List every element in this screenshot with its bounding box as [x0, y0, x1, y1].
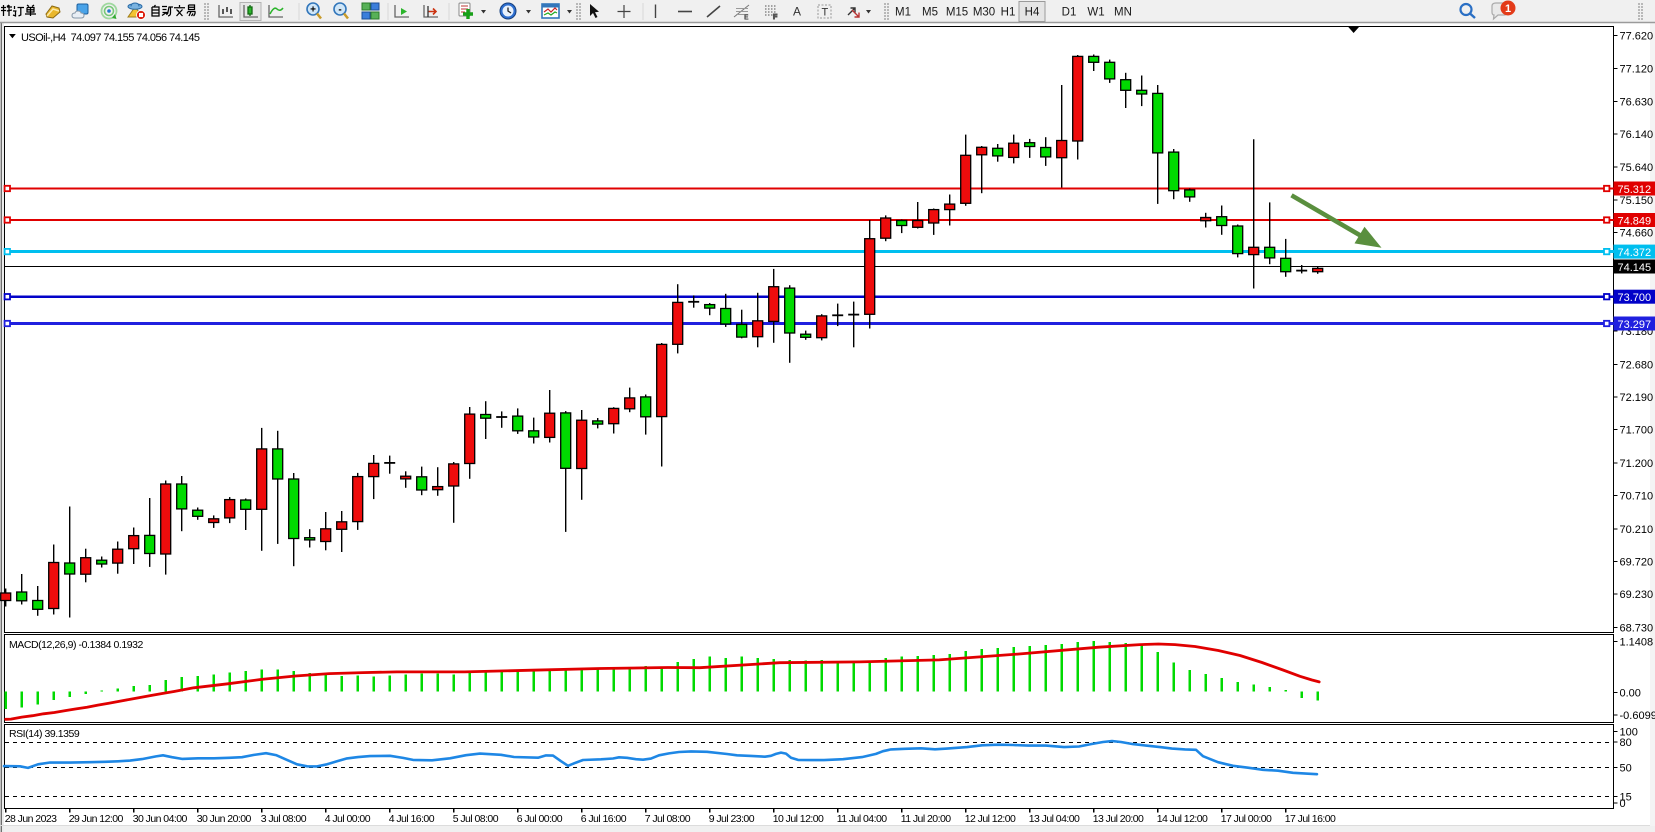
svg-text:12 Jul 12:00: 12 Jul 12:00	[965, 813, 1016, 825]
svg-text:77.620: 77.620	[1620, 30, 1654, 42]
svg-text:73.297: 73.297	[1618, 319, 1652, 331]
svg-text:USOil-,H4 74.097 74.155 74.05: USOil-,H4 74.097 74.155 74.056 74.145	[21, 32, 200, 44]
svg-text:3 Jul 08:00: 3 Jul 08:00	[261, 813, 307, 825]
svg-text:11 Jul 20:00: 11 Jul 20:00	[901, 813, 952, 825]
svg-text:+: +	[310, 5, 316, 16]
svg-text:74.849: 74.849	[1618, 216, 1652, 228]
svg-text:72.680: 72.680	[1620, 359, 1654, 371]
svg-text:1.1408: 1.1408	[1620, 636, 1654, 648]
svg-text:100: 100	[1620, 727, 1638, 739]
svg-text:28 Jun 2023: 28 Jun 2023	[5, 813, 57, 825]
svg-text:F: F	[773, 14, 778, 21]
svg-text:76.630: 76.630	[1620, 96, 1654, 108]
svg-text:74.145: 74.145	[1618, 262, 1652, 274]
svg-text:1: 1	[1505, 3, 1511, 15]
svg-text:6 Jul 00:00: 6 Jul 00:00	[517, 813, 563, 825]
svg-text:0.00: 0.00	[1620, 688, 1641, 700]
svg-text:-: -	[338, 5, 341, 16]
svg-text:6 Jul 16:00: 6 Jul 16:00	[581, 813, 627, 825]
svg-text:11 Jul 04:00: 11 Jul 04:00	[837, 813, 888, 825]
svg-text:69.230: 69.230	[1620, 589, 1654, 601]
svg-text:17 Jul 16:00: 17 Jul 16:00	[1285, 813, 1336, 825]
svg-text:69.720: 69.720	[1620, 557, 1654, 569]
svg-text:80: 80	[1620, 737, 1632, 749]
svg-text:10 Jul 12:00: 10 Jul 12:00	[773, 813, 824, 825]
svg-text:29 Jun 12:00: 29 Jun 12:00	[69, 813, 124, 825]
svg-text:9 Jul 23:00: 9 Jul 23:00	[709, 813, 755, 825]
svg-text:13 Jul 04:00: 13 Jul 04:00	[1029, 813, 1080, 825]
svg-text:M30: M30	[973, 7, 995, 19]
svg-text:13 Jul 20:00: 13 Jul 20:00	[1093, 813, 1144, 825]
svg-text:73.700: 73.700	[1618, 292, 1652, 304]
svg-text:71.700: 71.700	[1620, 425, 1654, 437]
svg-text:74.660: 74.660	[1620, 228, 1654, 240]
svg-text:M5: M5	[922, 7, 938, 19]
svg-text:68.730: 68.730	[1620, 622, 1654, 634]
svg-text:M15: M15	[946, 7, 968, 19]
svg-text:76.140: 76.140	[1620, 129, 1654, 141]
svg-text:74.372: 74.372	[1618, 247, 1652, 259]
svg-text:A: A	[793, 5, 801, 19]
svg-text:M1: M1	[895, 7, 911, 19]
svg-text:E: E	[744, 15, 749, 22]
svg-text:H4: H4	[1025, 7, 1040, 19]
svg-text:72.190: 72.190	[1620, 392, 1654, 404]
svg-text:75.150: 75.150	[1620, 195, 1654, 207]
svg-text:W1: W1	[1087, 7, 1104, 19]
svg-text:70.210: 70.210	[1620, 524, 1654, 536]
svg-text:75.640: 75.640	[1620, 162, 1654, 174]
svg-text:T: T	[822, 7, 829, 19]
svg-text:4 Jul 00:00: 4 Jul 00:00	[325, 813, 371, 825]
svg-text:77.120: 77.120	[1620, 64, 1654, 76]
svg-text:7 Jul 08:00: 7 Jul 08:00	[645, 813, 691, 825]
svg-text:30 Jun 04:00: 30 Jun 04:00	[133, 813, 188, 825]
svg-text:H1: H1	[1001, 7, 1016, 19]
svg-text:5 Jul 08:00: 5 Jul 08:00	[453, 813, 499, 825]
svg-text:50: 50	[1620, 762, 1632, 774]
svg-text:70.710: 70.710	[1620, 491, 1654, 503]
svg-text:30 Jun 20:00: 30 Jun 20:00	[197, 813, 252, 825]
svg-text:-0.6099: -0.6099	[1620, 710, 1655, 722]
svg-text:75.312: 75.312	[1618, 184, 1652, 196]
svg-text:71.200: 71.200	[1620, 458, 1654, 470]
svg-text:15: 15	[1620, 791, 1632, 803]
svg-text:17 Jul 00:00: 17 Jul 00:00	[1221, 813, 1272, 825]
svg-text:D1: D1	[1062, 7, 1077, 19]
svg-text:MACD(12,26,9) -0.1384 0.1932: MACD(12,26,9) -0.1384 0.1932	[9, 639, 144, 651]
svg-text:4 Jul 16:00: 4 Jul 16:00	[389, 813, 435, 825]
svg-text:RSI(14) 39.1359: RSI(14) 39.1359	[9, 728, 80, 740]
svg-text:0: 0	[1620, 798, 1626, 810]
svg-text:MN: MN	[1114, 7, 1132, 19]
svg-text:14 Jul 12:00: 14 Jul 12:00	[1157, 813, 1208, 825]
